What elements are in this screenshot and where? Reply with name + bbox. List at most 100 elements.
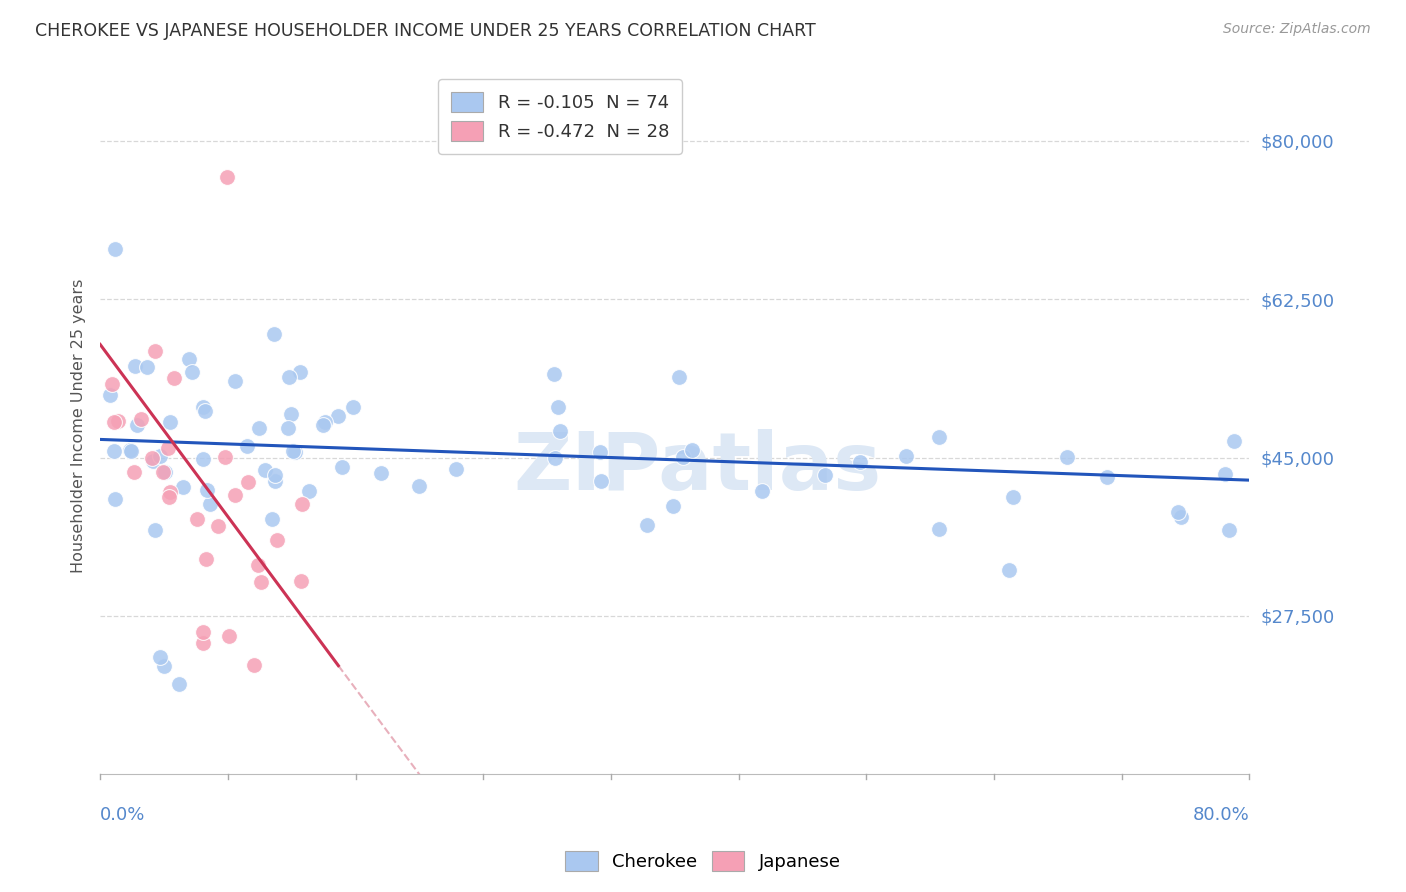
Point — [191, 624, 214, 639]
Point — [544, 450, 567, 465]
Point — [246, 558, 269, 573]
Text: CHEROKEE VS JAPANESE HOUSEHOLDER INCOME UNDER 25 YEARS CORRELATION CHART: CHEROKEE VS JAPANESE HOUSEHOLDER INCOME … — [35, 22, 815, 40]
Point — [672, 450, 695, 464]
Point — [668, 370, 690, 384]
Point — [291, 497, 314, 511]
Point — [195, 483, 218, 497]
Point — [260, 511, 283, 525]
Point — [163, 371, 186, 385]
Point — [157, 490, 180, 504]
Point — [194, 404, 217, 418]
Point — [159, 415, 181, 429]
Point — [662, 500, 685, 514]
Point — [127, 417, 149, 432]
Point — [589, 445, 612, 459]
Point — [278, 369, 301, 384]
Y-axis label: Householder Income Under 25 years: Householder Income Under 25 years — [72, 278, 86, 573]
Point — [1218, 523, 1240, 537]
Point — [548, 424, 571, 438]
Point — [928, 523, 950, 537]
Point — [247, 420, 270, 434]
Point — [297, 484, 319, 499]
Point — [681, 443, 703, 458]
Point — [156, 441, 179, 455]
Point — [149, 649, 172, 664]
Point — [636, 517, 658, 532]
Point — [243, 657, 266, 672]
Point — [263, 327, 285, 342]
Point — [186, 512, 208, 526]
Point — [896, 450, 918, 464]
Point — [195, 552, 218, 566]
Point — [159, 485, 181, 500]
Point — [104, 491, 127, 506]
Point — [101, 377, 124, 392]
Point — [250, 574, 273, 589]
Point — [1222, 434, 1244, 448]
Point — [124, 359, 146, 374]
Point — [312, 417, 335, 432]
Point — [290, 365, 312, 379]
Point — [1095, 469, 1118, 483]
Point — [180, 365, 202, 379]
Point — [143, 344, 166, 359]
Point — [928, 430, 950, 444]
Point — [120, 443, 142, 458]
Point — [446, 462, 468, 476]
Text: ZIPatlas: ZIPatlas — [513, 429, 882, 507]
Point — [198, 497, 221, 511]
Point — [104, 243, 127, 257]
Point — [547, 400, 569, 414]
Point — [218, 629, 240, 643]
Point — [136, 359, 159, 374]
Point — [254, 463, 277, 477]
Point — [172, 480, 194, 494]
Point — [149, 449, 172, 463]
Point — [107, 414, 129, 428]
Point — [152, 465, 174, 479]
Point — [330, 459, 353, 474]
Point — [207, 518, 229, 533]
Point — [284, 444, 307, 458]
Point — [314, 415, 336, 429]
Point — [103, 443, 125, 458]
Point — [224, 374, 246, 388]
Point — [751, 483, 773, 498]
Legend: R = -0.105  N = 74, R = -0.472  N = 28: R = -0.105 N = 74, R = -0.472 N = 28 — [439, 79, 682, 153]
Point — [1213, 467, 1236, 481]
Point — [370, 466, 392, 480]
Point — [214, 450, 236, 465]
Point — [277, 421, 299, 435]
Point — [142, 454, 165, 468]
Point — [179, 351, 201, 366]
Point — [290, 574, 312, 588]
Point — [191, 451, 214, 466]
Text: 80.0%: 80.0% — [1192, 806, 1250, 824]
Text: 0.0%: 0.0% — [100, 806, 145, 824]
Legend: Cherokee, Japanese: Cherokee, Japanese — [558, 844, 848, 879]
Point — [1167, 505, 1189, 519]
Point — [129, 412, 152, 426]
Point — [281, 443, 304, 458]
Point — [153, 465, 176, 479]
Point — [191, 401, 214, 415]
Point — [263, 468, 285, 483]
Point — [328, 409, 350, 424]
Point — [848, 455, 870, 469]
Point — [1170, 510, 1192, 524]
Point — [103, 415, 125, 429]
Point — [224, 488, 246, 502]
Point — [266, 533, 288, 547]
Point — [997, 563, 1019, 577]
Point — [118, 443, 141, 458]
Point — [236, 475, 259, 490]
Point — [167, 677, 190, 691]
Point — [264, 474, 287, 488]
Point — [215, 169, 238, 184]
Point — [814, 467, 837, 482]
Point — [1056, 450, 1078, 464]
Point — [589, 474, 612, 488]
Point — [152, 658, 174, 673]
Point — [1001, 490, 1024, 504]
Point — [191, 636, 214, 650]
